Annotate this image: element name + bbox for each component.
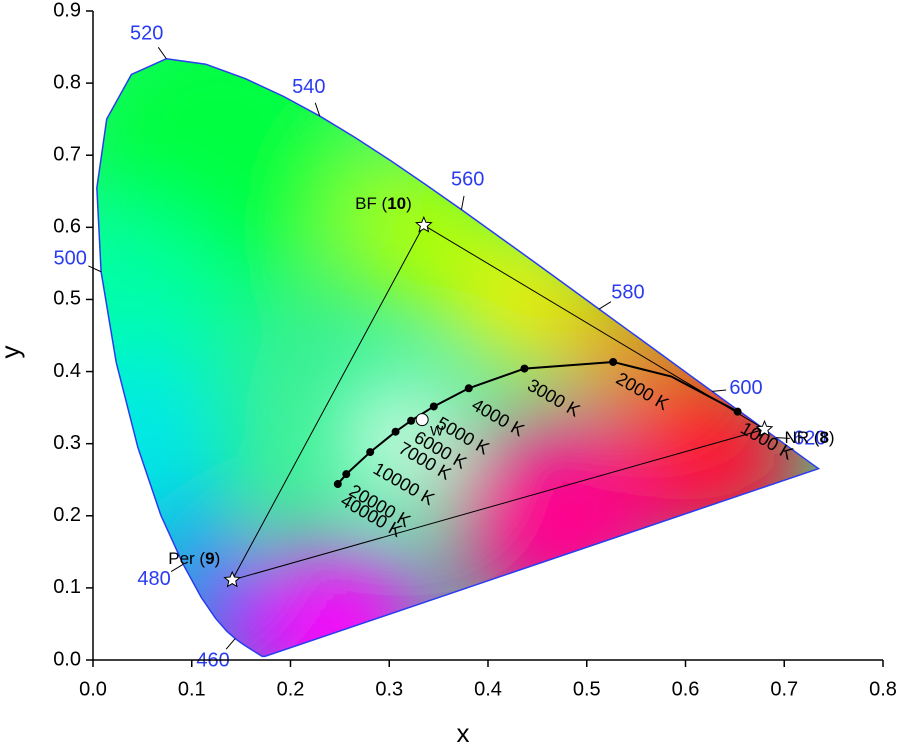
y-tick-label: 0.0: [53, 648, 81, 670]
planck-point: [464, 384, 473, 393]
wavelength-label: 600: [729, 377, 762, 399]
planck-point: [429, 402, 438, 411]
y-tick-label: 0.2: [53, 504, 81, 526]
point-label-part: NR (: [785, 429, 820, 448]
point-star: [223, 570, 242, 588]
wavelength-leader: [225, 638, 236, 650]
y-tick-label: 0.1: [53, 576, 81, 598]
point-star: [755, 419, 774, 437]
point-star: [414, 215, 433, 233]
wavelength-label: 500: [54, 247, 87, 269]
wavelength-label: 520: [130, 23, 163, 45]
y-tick-label: 0.9: [53, 0, 81, 21]
y-tick-label: 0.8: [53, 71, 81, 93]
wavelength-leader: [598, 301, 612, 310]
x-tick-label: 0.7: [770, 678, 798, 700]
wavelength-label: 480: [137, 568, 170, 590]
y-tick-label: 0.7: [53, 144, 81, 166]
x-tick-label: 0.0: [79, 678, 107, 700]
planck-point: [407, 416, 416, 425]
point-label: NR (8): [785, 429, 835, 448]
y-tick-label: 0.3: [53, 432, 81, 454]
y-tick-label: 0.4: [53, 360, 81, 382]
planck-point: [520, 364, 529, 373]
wavelength-label: 540: [292, 76, 325, 98]
wavelength-label: 620: [793, 427, 826, 449]
point-label-part: 9: [205, 549, 214, 568]
wavelength-leader: [88, 265, 102, 273]
wavelength-leader: [460, 195, 465, 210]
point-label-part: 10: [387, 195, 406, 214]
wavelength-label: 560: [451, 168, 484, 190]
planck-point: [333, 480, 342, 489]
y-tick-label: 0.5: [53, 288, 81, 310]
planck-point: [391, 427, 400, 436]
point-label: W: [430, 422, 444, 438]
point-label: BF (10): [355, 195, 412, 214]
point-label-part: ): [215, 549, 221, 568]
wavelength-leader: [157, 47, 167, 60]
x-tick-label: 0.1: [178, 678, 206, 700]
wavelength-leader: [314, 102, 321, 117]
planck-point: [609, 357, 618, 366]
point-label-part: 8: [819, 429, 828, 448]
point-circle: [415, 413, 429, 427]
point-label-part: ): [406, 195, 412, 214]
wavelength-leader: [170, 563, 184, 572]
planck-point: [366, 448, 375, 457]
x-tick-label: 0.4: [474, 678, 502, 700]
wavelength-leader: [775, 437, 790, 439]
point-label-part: ): [829, 429, 835, 448]
point-label-part: W: [430, 422, 444, 438]
y-axis-label: y: [0, 346, 25, 359]
point-label-part: BF (: [355, 195, 387, 214]
x-tick-label: 0.3: [375, 678, 403, 700]
planck-point: [733, 407, 742, 416]
wavelength-leader: [712, 389, 727, 392]
wavelength-label: 580: [611, 281, 644, 303]
x-tick-label: 0.5: [573, 678, 601, 700]
point-label: Per (9): [168, 549, 220, 568]
y-tick-label: 0.6: [53, 216, 81, 238]
x-tick-label: 0.2: [277, 678, 305, 700]
gamut-triangle: [231, 224, 766, 581]
x-tick-label: 0.8: [869, 678, 897, 700]
planck-point: [342, 470, 351, 479]
x-axis-label: x: [457, 718, 470, 748]
x-tick-label: 0.6: [672, 678, 700, 700]
point-label-part: Per (: [168, 549, 205, 568]
